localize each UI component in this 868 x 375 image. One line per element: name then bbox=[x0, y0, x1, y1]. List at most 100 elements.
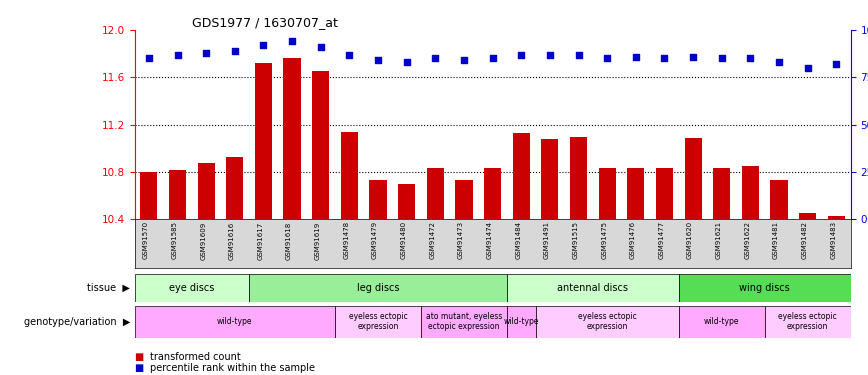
Bar bbox=[507, 306, 536, 338]
Point bbox=[227, 48, 241, 54]
Text: transformed count: transformed count bbox=[150, 352, 241, 362]
Bar bbox=[227, 157, 243, 219]
Text: eyeless ectopic
expression: eyeless ectopic expression bbox=[349, 312, 407, 331]
Text: eyeless ectopic
expression: eyeless ectopic expression bbox=[779, 312, 837, 331]
Text: GSM91616: GSM91616 bbox=[229, 221, 234, 260]
Point bbox=[830, 61, 844, 67]
Bar bbox=[169, 170, 186, 219]
Bar bbox=[542, 139, 558, 219]
Point bbox=[457, 57, 471, 63]
Bar bbox=[599, 168, 615, 219]
Bar bbox=[685, 138, 701, 219]
Bar bbox=[135, 306, 335, 338]
Bar bbox=[742, 166, 759, 219]
Point bbox=[515, 52, 529, 58]
Point bbox=[715, 56, 729, 62]
Bar bbox=[141, 172, 157, 219]
Bar bbox=[765, 306, 851, 338]
Text: wild-type: wild-type bbox=[704, 317, 740, 326]
Bar bbox=[335, 306, 421, 338]
Bar bbox=[370, 180, 386, 219]
Point bbox=[601, 56, 615, 62]
Bar bbox=[421, 306, 507, 338]
Text: tissue  ▶: tissue ▶ bbox=[88, 283, 130, 293]
Text: ato mutant, eyeless
ectopic expression: ato mutant, eyeless ectopic expression bbox=[426, 312, 502, 331]
Text: GSM91474: GSM91474 bbox=[487, 221, 493, 260]
Bar bbox=[484, 168, 501, 219]
Point bbox=[200, 50, 214, 56]
Point bbox=[170, 52, 184, 58]
Bar bbox=[507, 274, 679, 302]
Text: GSM91475: GSM91475 bbox=[602, 221, 608, 260]
Point bbox=[658, 56, 672, 62]
Bar bbox=[312, 71, 329, 219]
Text: eye discs: eye discs bbox=[169, 283, 214, 293]
Text: GSM91477: GSM91477 bbox=[659, 221, 665, 260]
Text: wild-type: wild-type bbox=[217, 317, 253, 326]
Bar bbox=[398, 184, 415, 219]
Text: antennal discs: antennal discs bbox=[557, 283, 628, 293]
Text: GSM91585: GSM91585 bbox=[172, 221, 177, 260]
Point bbox=[629, 54, 643, 60]
Bar bbox=[628, 168, 644, 219]
Bar bbox=[771, 180, 787, 219]
Text: GSM91483: GSM91483 bbox=[831, 221, 837, 260]
Point bbox=[286, 38, 299, 44]
Point bbox=[543, 52, 557, 58]
Text: GSM91619: GSM91619 bbox=[315, 221, 321, 260]
Bar bbox=[198, 162, 214, 219]
Bar bbox=[656, 168, 673, 219]
Point bbox=[429, 56, 443, 62]
Point bbox=[486, 56, 500, 62]
Bar bbox=[135, 274, 249, 302]
Bar bbox=[255, 63, 272, 219]
Point bbox=[400, 59, 414, 65]
Text: GSM91622: GSM91622 bbox=[745, 221, 750, 260]
Text: GSM91621: GSM91621 bbox=[716, 221, 721, 260]
Point bbox=[773, 59, 786, 65]
Point bbox=[257, 42, 271, 48]
Text: ■: ■ bbox=[135, 363, 144, 373]
Text: GSM91484: GSM91484 bbox=[516, 221, 521, 260]
Point bbox=[343, 52, 357, 58]
Bar bbox=[799, 213, 816, 219]
Text: GSM91481: GSM91481 bbox=[773, 221, 779, 260]
Bar bbox=[713, 168, 730, 219]
Bar bbox=[456, 180, 472, 219]
Bar bbox=[513, 133, 529, 219]
Text: leg discs: leg discs bbox=[357, 283, 399, 293]
Point bbox=[687, 54, 700, 60]
Text: GSM91570: GSM91570 bbox=[143, 221, 149, 260]
Text: GSM91480: GSM91480 bbox=[401, 221, 406, 260]
Text: ■: ■ bbox=[135, 352, 144, 362]
Text: GSM91476: GSM91476 bbox=[630, 221, 635, 260]
Bar bbox=[284, 58, 300, 219]
Text: GSM91472: GSM91472 bbox=[430, 221, 436, 260]
Bar bbox=[427, 168, 444, 219]
Bar bbox=[341, 132, 358, 219]
Text: GSM91620: GSM91620 bbox=[687, 221, 693, 260]
Text: GSM91482: GSM91482 bbox=[802, 221, 807, 260]
Bar bbox=[570, 136, 587, 219]
Text: GSM91491: GSM91491 bbox=[544, 221, 550, 260]
Text: GSM91479: GSM91479 bbox=[372, 221, 378, 260]
Point bbox=[141, 56, 156, 62]
Bar bbox=[536, 306, 679, 338]
Text: GSM91473: GSM91473 bbox=[458, 221, 464, 260]
Text: GDS1977 / 1630707_at: GDS1977 / 1630707_at bbox=[192, 16, 338, 29]
Bar bbox=[679, 306, 765, 338]
Text: eyeless ectopic
expression: eyeless ectopic expression bbox=[578, 312, 636, 331]
Text: GSM91609: GSM91609 bbox=[201, 221, 207, 260]
Bar bbox=[679, 274, 851, 302]
Point bbox=[314, 44, 328, 50]
Text: wild-type: wild-type bbox=[503, 317, 539, 326]
Text: wing discs: wing discs bbox=[740, 283, 790, 293]
Bar bbox=[828, 216, 845, 219]
Point bbox=[372, 57, 385, 63]
Text: GSM91617: GSM91617 bbox=[258, 221, 264, 260]
Point bbox=[744, 56, 758, 62]
Text: GSM91618: GSM91618 bbox=[286, 221, 292, 260]
Text: GSM91478: GSM91478 bbox=[344, 221, 349, 260]
Point bbox=[572, 52, 586, 58]
Text: GSM91515: GSM91515 bbox=[573, 221, 579, 260]
